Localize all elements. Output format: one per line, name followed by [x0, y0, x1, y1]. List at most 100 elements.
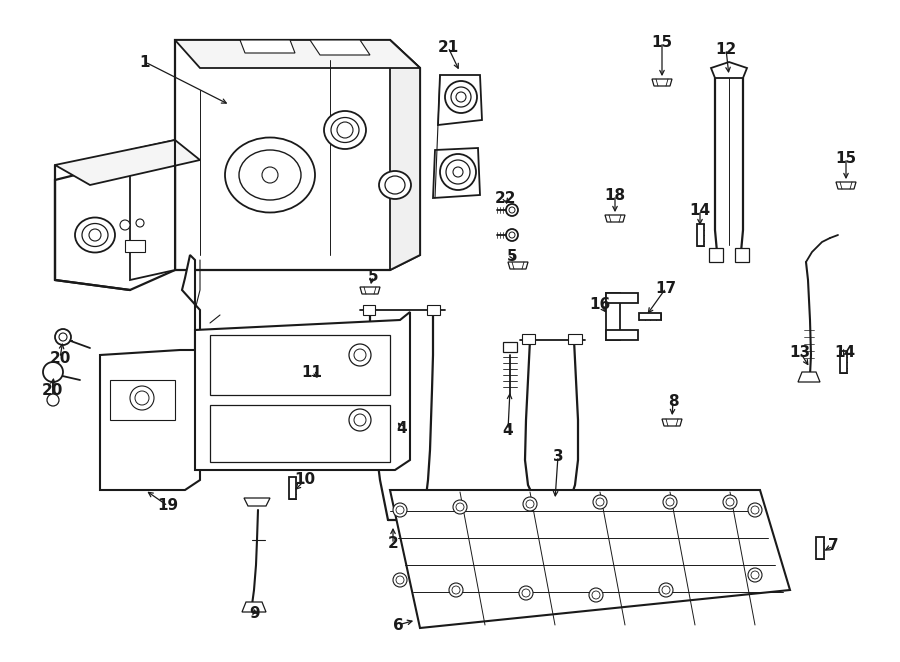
Polygon shape: [438, 75, 482, 125]
Circle shape: [509, 207, 515, 213]
Text: 2: 2: [388, 536, 399, 551]
Circle shape: [456, 503, 464, 511]
Polygon shape: [816, 537, 824, 559]
Circle shape: [452, 586, 460, 594]
Text: 12: 12: [716, 42, 736, 56]
Text: 14: 14: [689, 203, 711, 218]
Polygon shape: [522, 334, 535, 344]
Ellipse shape: [385, 176, 405, 194]
Polygon shape: [652, 79, 672, 86]
Circle shape: [440, 154, 476, 190]
Polygon shape: [310, 374, 330, 381]
Polygon shape: [310, 40, 370, 55]
Circle shape: [349, 344, 371, 366]
Polygon shape: [606, 293, 620, 340]
Ellipse shape: [75, 218, 115, 252]
Polygon shape: [606, 330, 638, 340]
Text: 1: 1: [140, 54, 150, 70]
Polygon shape: [388, 372, 402, 382]
Polygon shape: [662, 419, 682, 426]
Circle shape: [506, 229, 518, 241]
Circle shape: [726, 498, 734, 506]
Text: 3: 3: [553, 448, 563, 463]
Text: 15: 15: [652, 34, 672, 50]
Polygon shape: [363, 305, 375, 315]
Text: 20: 20: [41, 383, 63, 397]
Polygon shape: [244, 498, 270, 506]
Polygon shape: [210, 335, 390, 395]
Circle shape: [120, 220, 130, 230]
Circle shape: [593, 495, 607, 509]
Text: 5: 5: [368, 269, 378, 283]
Circle shape: [456, 92, 466, 102]
Text: 14: 14: [834, 344, 856, 359]
Polygon shape: [508, 262, 528, 269]
Ellipse shape: [324, 111, 366, 149]
Circle shape: [354, 414, 366, 426]
Polygon shape: [711, 62, 747, 78]
Circle shape: [451, 87, 471, 107]
Polygon shape: [210, 405, 390, 462]
Polygon shape: [100, 255, 200, 490]
Polygon shape: [605, 215, 625, 222]
Ellipse shape: [239, 150, 301, 200]
Polygon shape: [195, 312, 410, 470]
Circle shape: [55, 329, 71, 345]
Circle shape: [445, 81, 477, 113]
Text: 10: 10: [294, 473, 316, 487]
Ellipse shape: [225, 138, 315, 213]
Text: 6: 6: [392, 618, 403, 632]
Circle shape: [663, 495, 677, 509]
Circle shape: [130, 386, 154, 410]
Polygon shape: [798, 372, 820, 382]
Circle shape: [47, 394, 59, 406]
Text: 13: 13: [789, 344, 811, 359]
Circle shape: [662, 586, 670, 594]
Text: 22: 22: [494, 191, 516, 205]
Polygon shape: [697, 224, 704, 246]
Polygon shape: [289, 477, 295, 499]
Text: 8: 8: [668, 393, 679, 408]
Circle shape: [349, 409, 371, 431]
Text: 18: 18: [605, 187, 626, 203]
Polygon shape: [427, 305, 440, 315]
Circle shape: [751, 571, 759, 579]
Polygon shape: [175, 40, 420, 270]
Circle shape: [337, 122, 353, 138]
Text: 20: 20: [50, 350, 71, 365]
Text: 15: 15: [835, 150, 857, 166]
Polygon shape: [735, 248, 749, 262]
Circle shape: [526, 500, 534, 508]
Polygon shape: [175, 40, 420, 68]
Circle shape: [135, 391, 149, 405]
Circle shape: [509, 232, 515, 238]
Polygon shape: [840, 351, 847, 373]
Circle shape: [748, 503, 762, 517]
Text: 11: 11: [302, 365, 322, 379]
Circle shape: [393, 573, 407, 587]
Polygon shape: [503, 342, 517, 352]
Circle shape: [453, 500, 467, 514]
Polygon shape: [709, 248, 723, 262]
Polygon shape: [606, 293, 638, 303]
Ellipse shape: [82, 224, 108, 246]
Circle shape: [659, 583, 673, 597]
Polygon shape: [836, 182, 856, 189]
Circle shape: [453, 167, 463, 177]
Polygon shape: [55, 150, 175, 290]
Circle shape: [396, 506, 404, 514]
Circle shape: [262, 167, 278, 183]
Text: 7: 7: [828, 538, 838, 553]
Polygon shape: [390, 490, 790, 628]
Polygon shape: [110, 380, 175, 420]
Circle shape: [354, 349, 366, 361]
Circle shape: [136, 219, 144, 227]
Polygon shape: [242, 602, 266, 612]
Polygon shape: [130, 140, 175, 280]
Circle shape: [589, 588, 603, 602]
Text: 4: 4: [503, 422, 513, 438]
Text: 21: 21: [437, 40, 459, 54]
Polygon shape: [360, 287, 380, 294]
Circle shape: [506, 204, 518, 216]
Circle shape: [522, 589, 530, 597]
